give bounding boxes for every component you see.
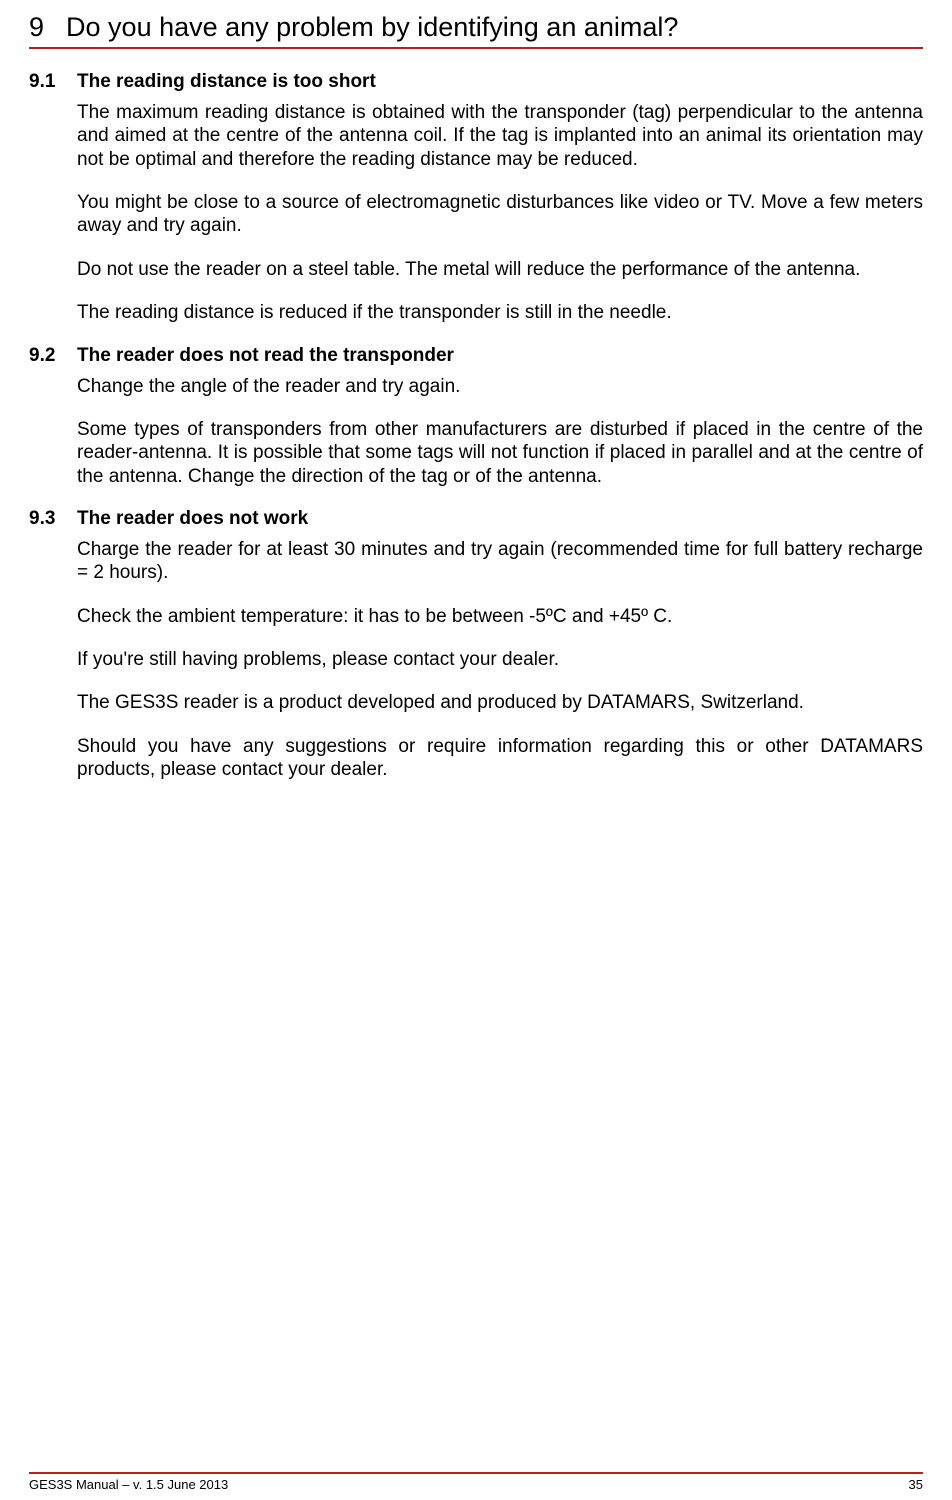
section-number: 9.1: [29, 71, 77, 93]
page-footer: GES3S Manual – v. 1.5 June 2013 35: [29, 1472, 923, 1492]
footer-left: GES3S Manual – v. 1.5 June 2013: [29, 1477, 228, 1492]
section-heading: 9.2 The reader does not read the transpo…: [29, 345, 923, 367]
paragraph: The reading distance is reduced if the t…: [77, 301, 923, 324]
section-9-2: 9.2 The reader does not read the transpo…: [29, 345, 923, 488]
section-number: 9.3: [29, 508, 77, 530]
paragraph: Charge the reader for at least 30 minute…: [77, 538, 923, 585]
section-title: The reader does not read the transponder: [77, 345, 454, 367]
paragraph: If you're still having problems, please …: [77, 648, 923, 671]
section-body: The maximum reading distance is obtained…: [77, 101, 923, 325]
section-title: The reader does not work: [77, 508, 308, 530]
paragraph: The GES3S reader is a product developed …: [77, 691, 923, 714]
paragraph: Some types of transponders from other ma…: [77, 418, 923, 488]
section-9-1: 9.1 The reading distance is too short Th…: [29, 71, 923, 325]
footer-page-number: 35: [909, 1477, 923, 1492]
section-body: Change the angle of the reader and try a…: [77, 375, 923, 488]
chapter-number: 9: [29, 12, 44, 43]
paragraph: Change the angle of the reader and try a…: [77, 375, 923, 398]
section-number: 9.2: [29, 345, 77, 367]
section-9-3: 9.3 The reader does not work Charge the …: [29, 508, 923, 782]
page-content: 9 Do you have any problem by identifying…: [0, 0, 952, 781]
chapter-heading: 9 Do you have any problem by identifying…: [29, 12, 923, 49]
paragraph: Check the ambient temperature: it has to…: [77, 605, 923, 628]
paragraph: The maximum reading distance is obtained…: [77, 101, 923, 171]
section-heading: 9.3 The reader does not work: [29, 508, 923, 530]
section-title: The reading distance is too short: [77, 71, 376, 93]
chapter-title: Do you have any problem by identifying a…: [66, 12, 678, 43]
paragraph: Do not use the reader on a steel table. …: [77, 258, 923, 281]
paragraph: You might be close to a source of electr…: [77, 191, 923, 238]
section-heading: 9.1 The reading distance is too short: [29, 71, 923, 93]
paragraph: Should you have any suggestions or requi…: [77, 735, 923, 782]
section-body: Charge the reader for at least 30 minute…: [77, 538, 923, 782]
